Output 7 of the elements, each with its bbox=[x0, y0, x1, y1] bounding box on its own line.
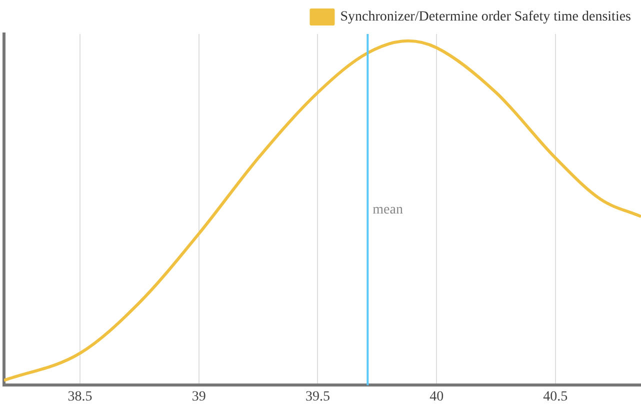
x-tick-label: 40.5 bbox=[543, 389, 568, 404]
x-tick-label: 39 bbox=[192, 389, 206, 404]
ref-line-label: mean bbox=[372, 202, 403, 218]
x-tick-label: 38.5 bbox=[68, 389, 92, 404]
legend-label: Synchronizer/Determine order Safety time densities bbox=[340, 10, 632, 25]
x-tick-label: 39.5 bbox=[305, 389, 330, 404]
x-tick-label: 40 bbox=[430, 389, 444, 404]
